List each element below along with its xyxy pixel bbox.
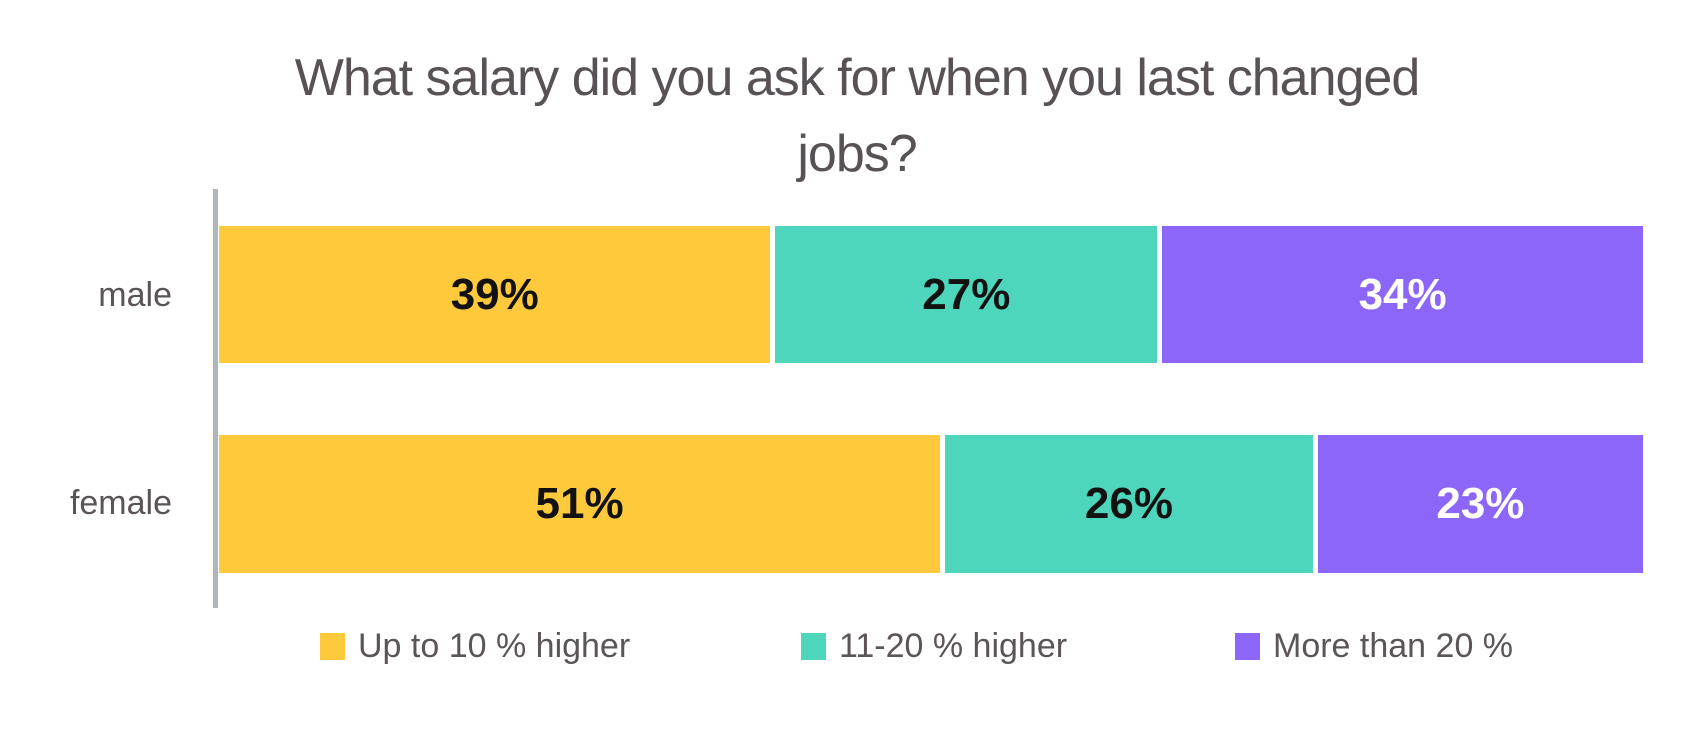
bar-female: 51% 26% 23% bbox=[219, 435, 1643, 573]
category-label-female: female bbox=[69, 484, 172, 522]
data-label: 23% bbox=[1436, 479, 1525, 528]
chart-title-line2: jobs? bbox=[797, 125, 917, 183]
legend-swatch-yellow-icon bbox=[320, 632, 345, 660]
bar-female-segment-11-20: 26% bbox=[945, 435, 1313, 573]
data-label: 26% bbox=[1084, 479, 1173, 528]
chart-title: What salary did you ask for when you las… bbox=[172, 40, 1542, 192]
legend-item-11-20: 11-20 % higher bbox=[801, 626, 1067, 666]
y-axis-line bbox=[213, 189, 218, 608]
chart-title-line1: What salary did you ask for when you las… bbox=[294, 49, 1421, 107]
legend-item-more-than-20: More than 20 % bbox=[1235, 626, 1513, 666]
legend-swatch-teal-icon bbox=[801, 632, 826, 660]
legend-label: Up to 10 % higher bbox=[358, 626, 631, 665]
data-label: 27% bbox=[922, 269, 1011, 319]
legend-swatch-purple-icon bbox=[1235, 632, 1260, 660]
data-label: 51% bbox=[535, 479, 624, 528]
data-label: 39% bbox=[450, 269, 539, 319]
bar-male-segment-11-20: 27% bbox=[775, 226, 1158, 363]
legend-item-up-to-10: Up to 10 % higher bbox=[320, 626, 630, 666]
legend-label: 11-20 % higher bbox=[839, 626, 1068, 665]
data-label: 34% bbox=[1358, 269, 1447, 319]
category-label-male: male bbox=[98, 275, 172, 314]
bar-female-segment-more-than-20: 23% bbox=[1317, 435, 1643, 573]
legend-label: More than 20 % bbox=[1273, 626, 1514, 665]
bar-male-segment-up-to-10: 39% bbox=[219, 226, 771, 363]
bar-male: 39% 27% 34% bbox=[219, 226, 1643, 363]
bar-female-segment-up-to-10: 51% bbox=[219, 435, 941, 573]
bar-male-segment-more-than-20: 34% bbox=[1162, 226, 1643, 363]
